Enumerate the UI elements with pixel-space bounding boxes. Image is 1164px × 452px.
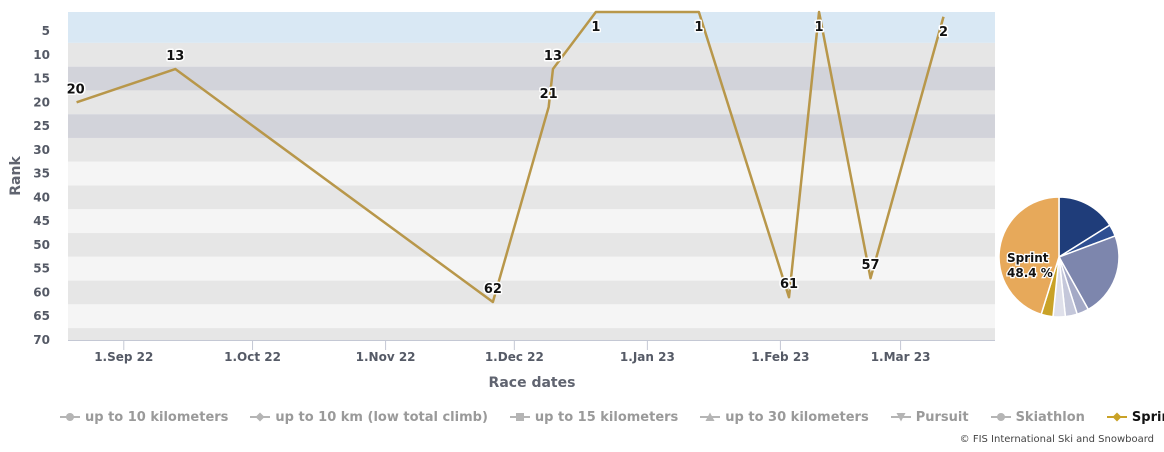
data-label: 13 [166,49,184,64]
legend-item-label: up to 10 km (low total climb) [275,409,488,425]
legend-item[interactable]: up to 10 km (low total climb) [250,409,488,425]
legend-item[interactable]: up to 30 kilometers [700,409,869,425]
legend-item-label: Pursuit [915,409,969,425]
plot-band [68,12,995,43]
pie-slice[interactable] [998,196,1060,316]
diamond-marker-icon [1106,411,1127,423]
legend-item-label: Sprint [1131,409,1164,425]
legend: up to 10 kilometers up to 10 km (low tota… [60,406,1164,428]
circle-marker-icon [60,411,80,423]
data-label: 57 [861,258,879,273]
credit-text: © FIS International Ski and Snowboard [959,434,1154,445]
data-label: 1 [591,20,600,35]
x-tick-label: 1.Feb 23 [751,350,809,364]
y-tick-label: 55 [33,262,50,276]
plot-band [68,185,995,210]
triangle-down-marker-icon [890,411,911,423]
data-label: 20 [67,82,85,97]
plot-bands [68,12,995,340]
data-label: 1 [694,20,703,35]
plot-band [68,328,995,340]
data-label: 2 [939,25,948,40]
y-tick-label: 65 [33,309,50,323]
diamond-marker-icon [250,411,271,423]
x-axis-title: Race dates [489,375,576,391]
data-label: 21 [540,87,558,102]
legend-item[interactable]: Skiathlon [990,409,1085,425]
y-tick-label: 10 [33,48,50,62]
plot-band [68,233,995,257]
data-labels: 20 13 62 21 13 1 1 61 1 57 2 [65,19,949,299]
x-tick-label: 1.Sep 22 [94,350,153,364]
plot-band [68,209,995,234]
y-tick-label: 35 [33,167,50,181]
plot-band [68,256,995,281]
x-tick-label: 1.Nov 22 [356,350,416,364]
x-tick-label: 1.Dec 22 [485,350,544,364]
legend-item-label: up to 15 kilometers [534,409,679,425]
y-tick-label: 40 [33,190,50,204]
square-marker-icon [509,411,530,423]
pie-label-name: Sprint [1007,251,1049,265]
plot-band [68,161,995,186]
plot-band [68,42,995,67]
y-axis-title: Rank [8,156,24,196]
legend-item[interactable]: Sprint [1106,409,1164,425]
data-label: 61 [780,277,798,292]
plot-band [68,90,995,115]
y-tick-label: 5 [42,24,50,38]
data-label: 62 [484,282,502,297]
y-tick-label: 20 [33,95,50,109]
y-tick-label: 50 [33,238,50,252]
y-axis-ticks: 5 10 15 20 25 30 35 40 45 50 55 60 65 70 [33,24,50,347]
y-tick-label: 60 [33,285,50,299]
data-label: 13 [544,49,562,64]
x-axis-ticks: 1.Sep 22 1.Oct 22 1.Nov 22 1.Dec 22 1.Jan 23… [94,340,930,364]
x-tick-label: 1.Mar 23 [871,350,931,364]
y-tick-label: 25 [33,119,50,133]
y-tick-label: 45 [33,214,50,228]
triangle-marker-icon [700,411,721,423]
plot-band [68,66,995,91]
series-line-sprint[interactable] [76,10,945,304]
plot-band [68,137,995,162]
legend-item[interactable]: up to 15 kilometers [509,409,679,425]
y-tick-label: 15 [33,72,50,86]
legend-item[interactable]: up to 10 kilometers [60,410,228,425]
legend-item-label: up to 10 kilometers [85,409,229,425]
plot-band [68,280,995,305]
legend-item[interactable]: Pursuit [890,409,969,425]
pie-slice[interactable] [1058,196,1111,259]
legend-item-label: Skiathlon [1015,409,1085,425]
pie-label-percent: 48.4 % [1007,266,1053,280]
data-label: 1 [815,20,824,35]
circle-marker-icon [990,411,1011,423]
plot-band [68,114,995,138]
legend-item-label: up to 30 kilometers [725,409,869,425]
pie-slice[interactable] [1057,235,1120,311]
plot-band [68,304,995,329]
x-tick-label: 1.Oct 22 [224,350,281,364]
x-tick-label: 1.Jan 23 [620,350,675,364]
y-tick-label: 70 [33,333,50,347]
series-group [76,10,945,304]
y-tick-label: 30 [33,143,50,157]
